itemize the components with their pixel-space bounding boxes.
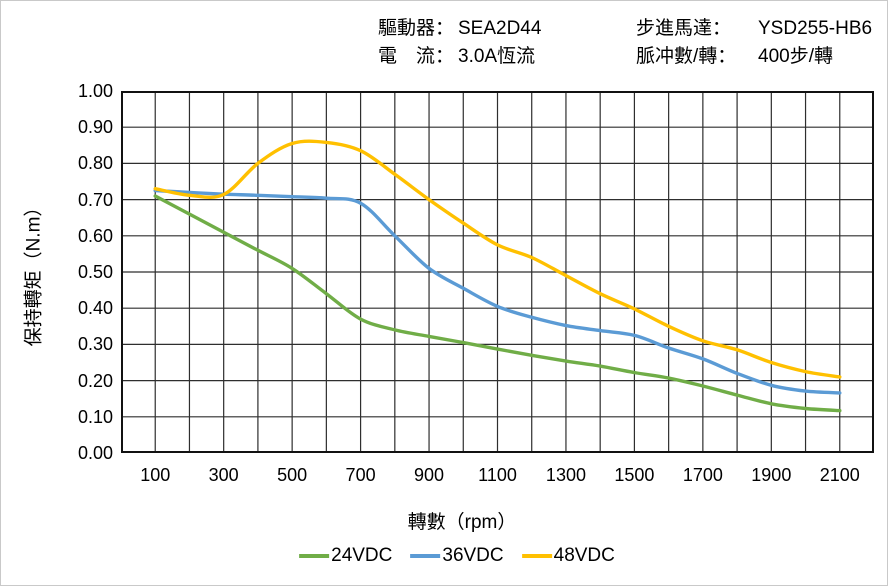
- x-tick-label: 1100: [478, 465, 517, 485]
- x-tick-label: 2100: [819, 465, 860, 485]
- series-24vdc-line: [153, 194, 842, 413]
- legend-label: 36VDC: [442, 545, 504, 566]
- series-48vdc-line: [153, 139, 842, 379]
- x-tick-label: 500: [277, 465, 308, 485]
- header-item-label: 電 流：: [378, 46, 455, 67]
- x-tick-label: 700: [345, 465, 376, 485]
- header-item-label: 驅動器：: [378, 18, 455, 39]
- chart-legend: 24VDC 36VDC 48VDC: [299, 545, 615, 567]
- legend-item-36vdc: 36VDC: [410, 545, 504, 567]
- legend-label: 48VDC: [553, 545, 615, 566]
- y-tick-label: 0.60: [77, 225, 113, 246]
- y-tick-label: 0.70: [77, 189, 113, 210]
- x-tick-label: 1900: [751, 465, 792, 485]
- y-tick-label: 0.10: [77, 406, 113, 427]
- legend-item-48vdc: 48VDC: [521, 545, 615, 567]
- legend-line-swatch: [410, 554, 441, 558]
- legend-line-swatch: [299, 554, 330, 558]
- plot-border: [121, 91, 874, 453]
- header-item-value: YSD255-HB6: [758, 18, 873, 39]
- header-item-value: 400步/轉: [758, 46, 833, 67]
- header-item-value: 3.0A恆流: [458, 46, 536, 67]
- plot-area: [121, 91, 874, 453]
- x-tick-label: 100: [140, 465, 171, 485]
- x-axis-title: 轉數（rpm）: [407, 512, 517, 533]
- y-tick-label: 0.30: [77, 334, 113, 355]
- legend-label: 24VDC: [331, 545, 393, 566]
- y-axis-title: 保持轉矩（N.m）: [23, 197, 45, 347]
- torque-speed-chart: [121, 91, 874, 453]
- header-item-value: SEA2D44: [458, 18, 542, 39]
- x-tick-label: 900: [414, 465, 445, 485]
- header-item-label: 步進馬達：: [636, 18, 732, 39]
- legend-item-24vdc: 24VDC: [299, 545, 392, 567]
- series-36vdc-line: [153, 188, 842, 395]
- y-tick-label: 1.00: [77, 81, 113, 101]
- header-item: 驅動器： SEA2D44: [378, 18, 541, 39]
- y-tick-label: 0.40: [77, 298, 113, 319]
- header-item: 脈冲數/轉： 400步/轉: [636, 46, 833, 67]
- x-tick-label: 1500: [614, 465, 655, 485]
- y-tick-label: 0.50: [77, 262, 113, 282]
- gridlines: [121, 91, 874, 453]
- y-tick-label: 0.00: [77, 443, 113, 463]
- y-tick-label: 0.90: [77, 117, 113, 138]
- y-tick-label: 0.80: [77, 153, 113, 174]
- x-tick-label: 300: [208, 465, 239, 485]
- x-tick-label: 1700: [682, 465, 723, 485]
- header-item-label: 脈冲數/轉：: [636, 46, 737, 67]
- x-tick-label: 1300: [545, 465, 586, 485]
- header-item: 電 流： 3.0A恆流: [378, 46, 535, 67]
- header-item: 步進馬達： YSD255-HB6: [636, 18, 872, 39]
- legend-line-swatch: [521, 554, 552, 558]
- y-tick-label: 0.20: [77, 370, 113, 391]
